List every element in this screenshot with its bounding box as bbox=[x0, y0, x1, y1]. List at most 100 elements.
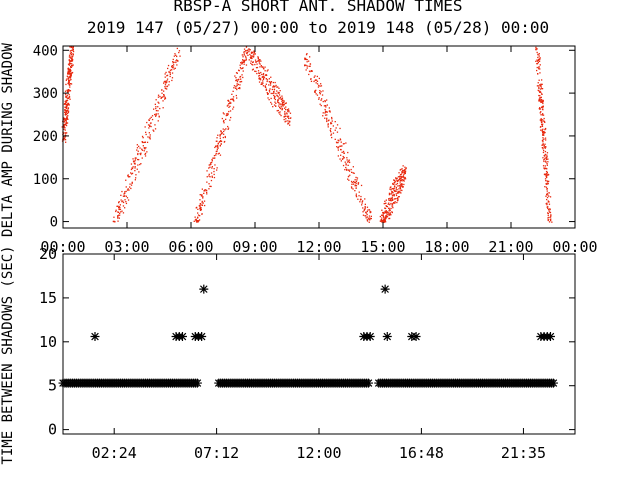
scatter-dot bbox=[140, 152, 142, 154]
scatter-dot bbox=[238, 78, 240, 80]
scatter-dot bbox=[117, 216, 119, 218]
scatter-dot bbox=[71, 59, 73, 62]
scatter-dot bbox=[228, 106, 230, 108]
scatter-dot bbox=[337, 155, 339, 157]
scatter-dot bbox=[240, 80, 243, 83]
scatter-dot bbox=[71, 65, 74, 67]
scatter-dot bbox=[195, 220, 197, 222]
scatter-dot bbox=[390, 193, 392, 195]
scatter-dot bbox=[257, 57, 259, 59]
scatter-dot bbox=[262, 78, 265, 80]
scatter-dot bbox=[325, 111, 328, 113]
scatter-dot bbox=[361, 200, 363, 203]
scatter-dot bbox=[155, 113, 157, 115]
scatter-dot bbox=[288, 111, 290, 113]
scatter-dot bbox=[63, 121, 65, 123]
scatter-dot bbox=[542, 100, 544, 102]
scatter-dot bbox=[538, 68, 540, 70]
scatter-dot bbox=[364, 208, 366, 210]
scatter-dot bbox=[320, 99, 322, 101]
scatter-dot bbox=[383, 212, 386, 214]
scatter-dot bbox=[330, 134, 332, 136]
scatter-dot bbox=[258, 81, 261, 83]
scatter-dot bbox=[216, 150, 218, 152]
scatter-dot bbox=[118, 202, 120, 204]
scatter-dot bbox=[385, 217, 387, 220]
scatter-dot bbox=[304, 58, 306, 61]
scatter-dot bbox=[402, 165, 404, 167]
scatter-dot bbox=[351, 181, 353, 184]
scatter-dot bbox=[246, 51, 249, 53]
scatter-dot bbox=[316, 94, 319, 96]
scatter-dot bbox=[131, 182, 133, 184]
scatter-dot bbox=[66, 94, 68, 96]
scatter-dot bbox=[259, 79, 262, 81]
scatter-dot bbox=[277, 86, 279, 88]
scatter-dot bbox=[541, 88, 544, 90]
scatter-dot bbox=[348, 169, 350, 171]
scatter-dot bbox=[252, 51, 254, 53]
scatter-dot bbox=[544, 147, 546, 149]
scatter-dot bbox=[232, 99, 235, 101]
scatter-dot bbox=[544, 137, 547, 139]
scatter-dot bbox=[231, 98, 233, 100]
scatter-dot bbox=[67, 73, 69, 75]
scatter-dot bbox=[546, 172, 548, 175]
scatter-dot bbox=[393, 195, 395, 197]
scatter-dot bbox=[357, 183, 359, 185]
scatter-dot bbox=[176, 47, 178, 50]
scatter-dot bbox=[159, 95, 161, 98]
scatter-dot bbox=[400, 185, 402, 187]
scatter-dot bbox=[399, 174, 402, 176]
scatter-dot bbox=[70, 56, 72, 58]
scatter-dot bbox=[395, 177, 397, 179]
scatter-dot bbox=[400, 179, 402, 181]
scatter-dot bbox=[145, 147, 147, 149]
scatter-dot bbox=[278, 103, 280, 105]
scatter-dot bbox=[142, 137, 144, 139]
scatter-dot bbox=[130, 187, 132, 190]
scatter-dot bbox=[347, 164, 349, 166]
scatter-dot bbox=[225, 128, 227, 130]
scatter-dot bbox=[393, 187, 395, 189]
scatter-dot bbox=[548, 216, 550, 219]
scatter-dot bbox=[195, 219, 197, 221]
scatter-dot bbox=[403, 170, 405, 172]
scatter-dot bbox=[388, 198, 390, 200]
scatter-dot bbox=[541, 144, 543, 146]
scatter-dot bbox=[66, 104, 68, 106]
scatter-dot bbox=[541, 100, 543, 102]
scatter-dot bbox=[546, 198, 548, 201]
scatter-dot bbox=[222, 136, 224, 139]
scatter-dot bbox=[366, 220, 369, 222]
scatter-dot bbox=[360, 195, 362, 198]
scatter-dot bbox=[240, 62, 242, 64]
scatter-dot bbox=[398, 188, 400, 190]
scatter-dot bbox=[203, 200, 206, 202]
scatter-dot bbox=[273, 94, 275, 97]
scatter-dot bbox=[69, 76, 71, 78]
scatter-dot bbox=[281, 97, 284, 99]
scatter-dot bbox=[70, 83, 72, 85]
scatter-dot bbox=[137, 164, 139, 166]
scatter-dot bbox=[274, 81, 276, 84]
scatter-dot bbox=[546, 152, 549, 154]
scatter-dot bbox=[540, 129, 542, 131]
scatter-dot bbox=[316, 75, 318, 78]
scatter-dot bbox=[539, 57, 541, 59]
scatter-dot bbox=[65, 100, 68, 102]
scatter-dot bbox=[69, 74, 71, 76]
bottom-x-ticks: 02:24 07:12 12:00 16:48 21:35 bbox=[92, 254, 546, 462]
scatter-dot bbox=[232, 99, 234, 101]
scatter-dot bbox=[67, 111, 70, 113]
scatter-dot bbox=[246, 49, 249, 51]
scatter-dot bbox=[386, 216, 389, 218]
scatter-dot bbox=[265, 83, 267, 85]
scatter-dot bbox=[69, 71, 71, 73]
scatter-dot bbox=[541, 147, 543, 149]
scatter-dot bbox=[399, 191, 401, 193]
scatter-dot bbox=[543, 144, 545, 147]
scatter-dot bbox=[126, 197, 129, 199]
scatter-dot bbox=[544, 165, 546, 167]
scatter-dot bbox=[279, 106, 281, 109]
